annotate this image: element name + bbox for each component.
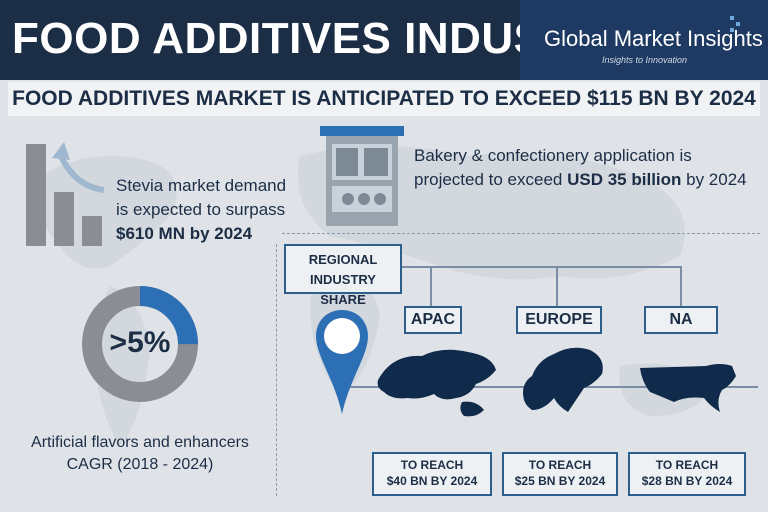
region-label-na: NA: [644, 306, 718, 334]
reach-na-value: $28 BN BY 2024: [641, 474, 733, 488]
cagr-donut: [82, 286, 198, 402]
declining-bars-icon: [26, 142, 105, 246]
cagr-donut-arc: [82, 286, 198, 402]
bakery-text-suffix: by 2024: [681, 170, 747, 189]
reach-na-line1: TO REACH: [655, 458, 719, 472]
regional-share-label: REGIONAL INDUSTRY SHARE: [284, 244, 402, 307]
region-label-europe: EUROPE: [516, 306, 602, 334]
connector-line: [556, 266, 558, 306]
stevia-text-line1: Stevia market demand: [116, 176, 287, 195]
reach-box-na: TO REACH $28 BN BY 2024: [628, 452, 746, 496]
logo-tagline: Insights to Innovation: [602, 55, 688, 65]
bakery-value: USD 35 billion: [567, 170, 682, 189]
map-pin-icon: [316, 310, 368, 414]
regional-label-line1: REGIONAL: [308, 252, 378, 267]
europe-map: [523, 347, 603, 412]
north-america-map: [640, 364, 736, 412]
connector-line: [680, 266, 682, 306]
cagr-value: >5%: [109, 326, 171, 359]
cagr-caption-line2: CAGR (2018 - 2024): [66, 456, 214, 473]
connector-line: [400, 266, 682, 268]
section-divider-vertical: [276, 244, 277, 496]
reach-europe-value: $25 BN BY 2024: [514, 474, 606, 488]
regional-label-line2: INDUSTRY SHARE: [310, 272, 376, 307]
section-divider-horizontal: [282, 233, 760, 234]
bakery-text-prefix: projected to exceed: [414, 170, 568, 189]
logo-name: Global Market Insights: [544, 26, 763, 51]
bakery-text-line2: projected to exceed USD 35 billion by 20…: [414, 170, 747, 190]
bakery-storefront-icon: [320, 126, 404, 226]
stevia-value: $610 MN by 2024: [116, 224, 253, 243]
logo-panel: [520, 0, 768, 80]
region-label-apac: APAC: [404, 306, 462, 334]
headline-bar: [8, 82, 760, 116]
bakery-text-line1: Bakery & confectionery application is: [414, 146, 692, 165]
connector-line: [430, 266, 432, 306]
reach-box-europe: TO REACH $25 BN BY 2024: [502, 452, 618, 496]
cagr-caption-line1: Artificial flavors and enhancers: [31, 434, 249, 451]
stevia-text-line2: is expected to surpass: [116, 200, 286, 219]
headline: FOOD ADDITIVES MARKET IS ANTICIPATED TO …: [12, 87, 756, 110]
logo-mark-icon: [730, 16, 740, 32]
reach-apac-line1: TO REACH: [400, 458, 464, 472]
reach-apac-value: $40 BN BY 2024: [386, 474, 478, 488]
apac-map: [377, 349, 496, 417]
reach-box-apac: TO REACH $40 BN BY 2024: [372, 452, 492, 496]
reach-europe-line1: TO REACH: [528, 458, 592, 472]
